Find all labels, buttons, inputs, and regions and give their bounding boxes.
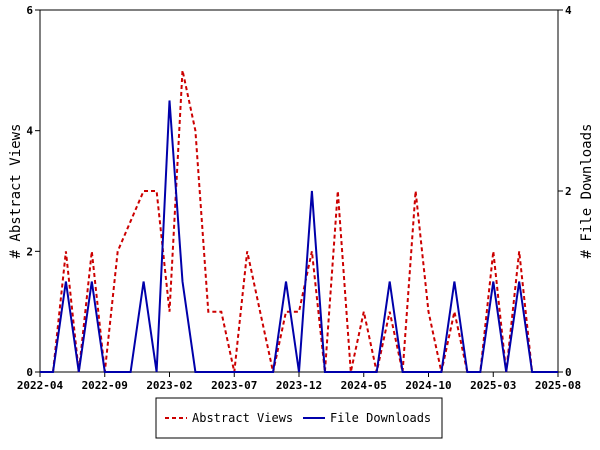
y2-tick-label: 0 (565, 366, 572, 379)
y2-axis-ticks: 0 2 4 (558, 4, 572, 379)
x-tick-label: 2023-02 (146, 379, 192, 392)
series-lines (40, 70, 558, 373)
x-tick-label: 2022-09 (82, 379, 128, 392)
x-tick-label: 2024-10 (405, 379, 451, 392)
legend-box (155, 397, 443, 439)
y2-axis-title: # File Downloads (579, 124, 595, 259)
y-axis-title: # Abstract Views (8, 124, 24, 259)
legend-label-file-downloads: File Downloads (330, 411, 431, 425)
series-line-file-downloads (40, 100, 558, 373)
y-axis-ticks: 0 2 4 6 (26, 4, 40, 379)
y-tick-label: 2 (26, 245, 33, 258)
y-tick-label: 0 (26, 366, 33, 379)
y-tick-label: 6 (26, 4, 33, 17)
y-tick-label: 4 (26, 125, 33, 138)
x-axis-ticks: 2022-04 2022-09 2023-02 2023-07 2023-12 2024-… (17, 372, 581, 392)
x-tick-label: 2023-07 (211, 379, 257, 392)
legend: Abstract Views File Downloads (155, 397, 443, 439)
y2-tick-label: 4 (565, 4, 572, 17)
legend-label-abstract-views: Abstract Views (192, 411, 293, 425)
y2-tick-label: 2 (565, 185, 572, 198)
x-tick-label: 2025-08 (535, 379, 581, 392)
x-tick-label: 2024-05 (341, 379, 387, 392)
x-tick-label: 2025-03 (470, 379, 516, 392)
x-tick-label: 2022-04 (17, 379, 64, 392)
plot-area (39, 9, 559, 373)
x-tick-label: 2023-12 (276, 379, 322, 392)
